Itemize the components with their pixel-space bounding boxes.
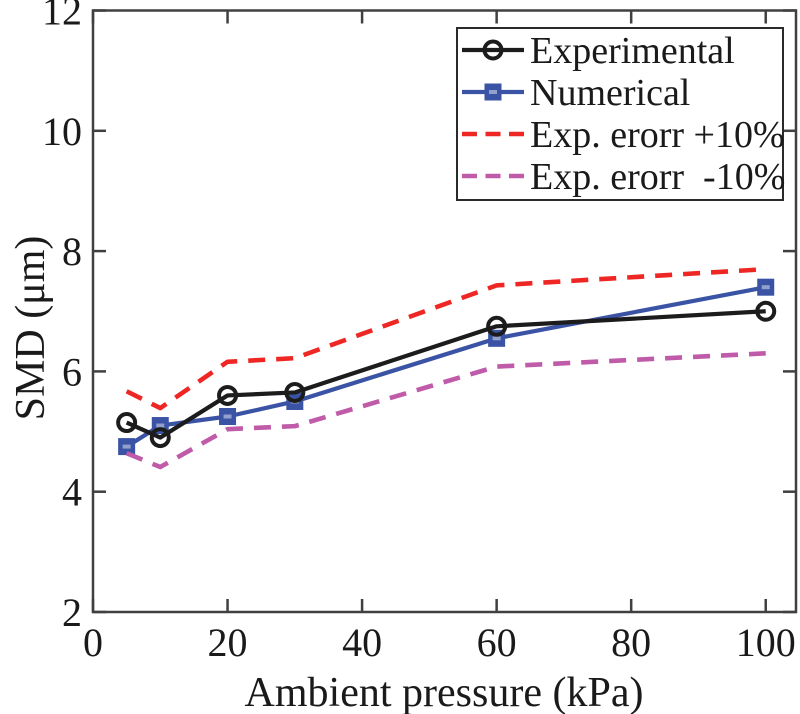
legend-item-experimental: Experimental (530, 30, 735, 72)
legend-sample-marker-circle (482, 39, 504, 61)
legend-item-numerical: Numerical (530, 72, 690, 114)
legend-sample-marker-square (484, 83, 502, 101)
legend-item-exp-error-plus: Exp. erorr +10% (530, 114, 785, 156)
legend: Experimental Numerical Exp. erorr +10% E… (456, 27, 785, 201)
y-tick-label: 8 (62, 229, 82, 274)
y-tick-label: 6 (62, 349, 82, 394)
series-exp-erorr-10-line (125, 266, 766, 411)
series-exp-erorr-10-line (125, 351, 766, 470)
series-numerical-marker-highlight (122, 444, 131, 449)
y-tick-label: 12 (42, 0, 82, 34)
series-numerical-marker-square (219, 408, 237, 426)
y-tick-label: 4 (62, 470, 82, 515)
series-numerical-marker-square (118, 438, 136, 456)
x-tick-label: 80 (611, 620, 651, 665)
series-exp-erorr-10 (125, 266, 766, 411)
series-numerical-marker-highlight (761, 285, 770, 290)
legend-box (456, 27, 784, 201)
tick-layer: 0 20 40 60 80 100 2 4 6 8 10 12 (42, 0, 796, 665)
series-numerical-marker-highlight (156, 423, 165, 428)
series-experimental-marker-circle (217, 384, 239, 406)
series-experimental-marker-circle (284, 381, 306, 403)
series-layer (116, 266, 777, 470)
legend-sample-marker-highlight (489, 90, 497, 94)
series-experimental-marker-circle (116, 412, 138, 434)
x-tick-label: 40 (342, 620, 382, 665)
series-experimental-marker-circle (755, 300, 777, 322)
x-tick-label: 20 (208, 620, 248, 665)
x-tick-label: 100 (736, 620, 796, 665)
x-tick-label: 60 (477, 620, 517, 665)
y-axis-label: SMD (μm) (8, 236, 54, 421)
series-experimental-marker-circle (486, 315, 508, 337)
x-axis-label: Ambient pressure (kPa) (245, 670, 644, 714)
y-tick-label: 10 (42, 109, 82, 154)
series-experimental (116, 300, 777, 449)
series-experimental-line (125, 309, 766, 440)
series-experimental-marker-circle (149, 427, 171, 449)
x-tick-label: 0 (83, 620, 103, 665)
y-tick-label: 2 (62, 590, 82, 635)
series-exp-erorr-10 (125, 351, 766, 470)
plot-border (91, 9, 798, 614)
legend-item-exp-error-minus: Exp. erorr -10% (530, 156, 785, 198)
series-numerical-marker-square (757, 278, 775, 296)
legend-samples (462, 39, 524, 179)
series-numerical-marker-highlight (492, 336, 501, 341)
series-numerical-marker-highlight (223, 414, 232, 419)
